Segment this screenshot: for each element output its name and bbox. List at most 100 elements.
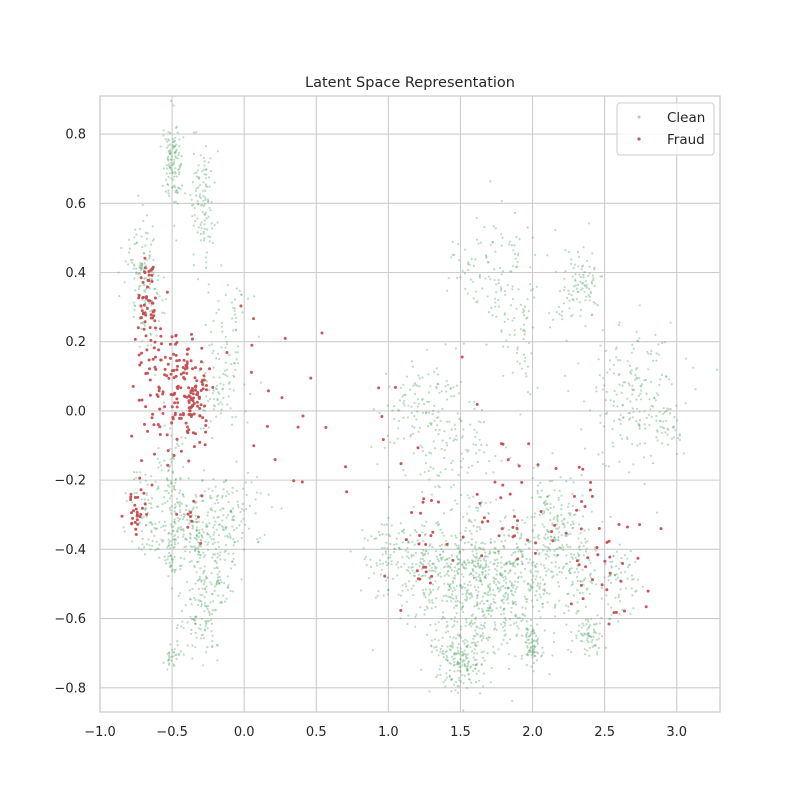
clean-point	[500, 566, 503, 569]
clean-point	[512, 594, 515, 597]
clean-point	[429, 466, 432, 469]
clean-point	[176, 443, 179, 446]
clean-point	[202, 199, 205, 202]
clean-point	[192, 253, 195, 256]
clean-point	[516, 580, 520, 584]
clean-point	[460, 420, 463, 423]
clean-point	[205, 651, 208, 654]
clean-point	[527, 561, 530, 564]
clean-point	[536, 652, 540, 655]
clean-point	[450, 395, 453, 398]
clean-point	[448, 437, 451, 440]
clean-point	[465, 657, 468, 660]
clean-point	[180, 528, 183, 531]
clean-point	[531, 528, 534, 531]
clean-point	[484, 560, 488, 563]
clean-point	[231, 491, 234, 494]
fraud-point	[551, 539, 555, 543]
clean-point	[221, 507, 224, 510]
clean-point	[203, 160, 206, 163]
clean-point	[510, 583, 514, 586]
clean-point	[494, 568, 497, 571]
clean-point	[205, 577, 208, 580]
clean-point	[205, 185, 208, 188]
clean-point	[531, 477, 534, 480]
clean-point	[491, 241, 494, 244]
clean-point	[397, 566, 400, 569]
clean-point	[419, 444, 422, 447]
clean-point	[529, 583, 532, 586]
clean-point	[458, 633, 461, 636]
clean-point	[425, 520, 428, 523]
clean-point	[182, 518, 185, 521]
clean-point	[203, 223, 206, 226]
fraud-point	[418, 534, 422, 537]
clean-point	[516, 563, 520, 566]
clean-point	[146, 543, 149, 546]
clean-point	[550, 561, 553, 564]
clean-point	[203, 237, 206, 240]
clean-point	[202, 409, 205, 412]
clean-point	[474, 544, 477, 548]
clean-point	[205, 605, 208, 608]
clean-point	[195, 171, 198, 174]
clean-point	[361, 529, 364, 532]
clean-point	[155, 527, 158, 530]
clean-point	[211, 241, 214, 245]
clean-point	[571, 275, 574, 278]
clean-point	[655, 352, 658, 355]
clean-point	[223, 369, 226, 372]
clean-point	[458, 259, 461, 262]
clean-point	[639, 384, 642, 387]
fraud-point	[189, 391, 193, 395]
clean-point	[441, 599, 444, 602]
clean-point	[500, 561, 503, 564]
clean-point	[453, 619, 456, 623]
fraud-point	[134, 507, 138, 511]
clean-point	[167, 492, 170, 495]
clean-point	[120, 246, 123, 250]
fraud-point	[150, 273, 154, 277]
clean-point	[595, 638, 599, 642]
clean-point	[495, 583, 498, 587]
clean-point	[678, 434, 681, 437]
fraud-point	[187, 386, 191, 390]
clean-point	[468, 593, 471, 596]
clean-point	[570, 567, 573, 570]
fraud-point	[144, 372, 148, 375]
clean-point	[474, 663, 477, 667]
clean-point	[133, 478, 136, 481]
clean-point	[504, 570, 507, 573]
clean-point	[599, 344, 602, 347]
clean-point	[184, 513, 187, 516]
clean-point	[530, 638, 534, 641]
fraud-point	[174, 334, 178, 338]
clean-point	[174, 152, 177, 155]
clean-point	[375, 562, 378, 565]
clean-point	[652, 462, 655, 465]
clean-point	[500, 540, 503, 543]
clean-point	[441, 556, 444, 559]
clean-point	[166, 146, 169, 149]
clean-point	[497, 305, 501, 308]
clean-point	[149, 502, 153, 505]
clean-point	[197, 549, 200, 553]
clean-point	[527, 541, 531, 544]
clean-point	[468, 580, 471, 583]
clean-point	[167, 189, 170, 192]
clean-point	[571, 580, 574, 583]
clean-point	[156, 293, 159, 296]
clean-point	[531, 326, 535, 329]
clean-point	[207, 604, 210, 607]
clean-point	[612, 554, 615, 558]
clean-point	[231, 525, 234, 528]
clean-point	[144, 231, 147, 234]
clean-point	[463, 662, 466, 666]
clean-point	[595, 386, 598, 389]
clean-point	[503, 563, 506, 567]
clean-point	[421, 531, 424, 534]
clean-point	[538, 593, 541, 596]
clean-point	[524, 640, 527, 644]
clean-point	[427, 562, 430, 565]
clean-point	[571, 582, 575, 586]
